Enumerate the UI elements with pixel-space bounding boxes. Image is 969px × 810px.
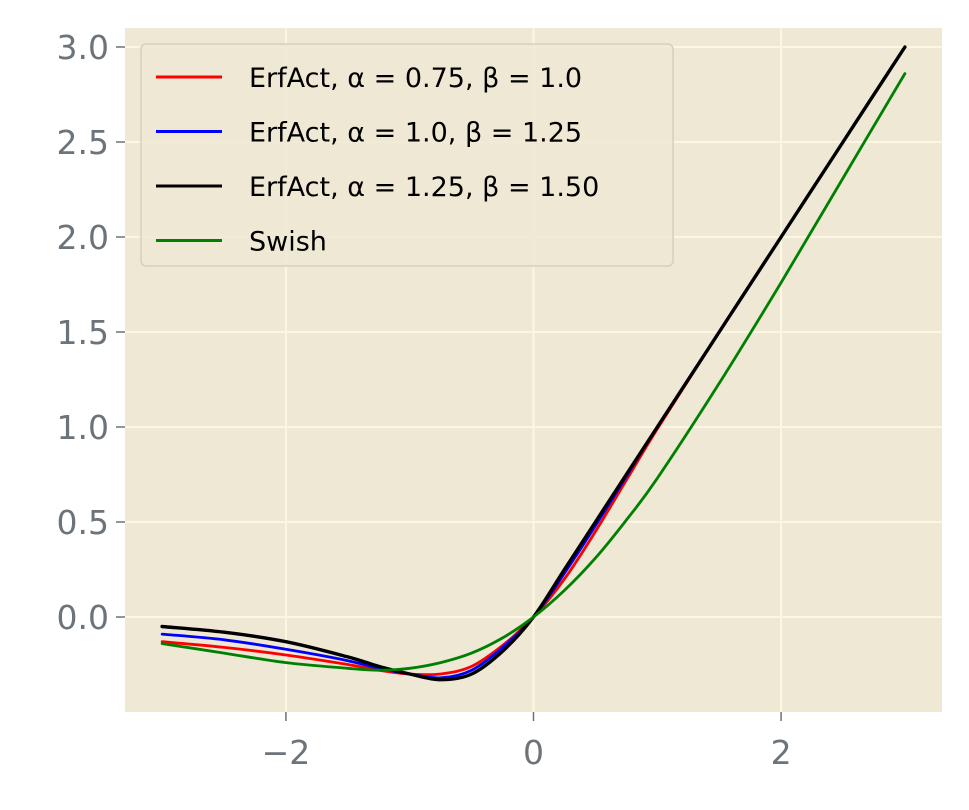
x-tick-label: −2 (262, 733, 311, 772)
legend-box (140, 43, 674, 267)
axis-tick-labels: 0.0 0.5 1.0 1.5 2.0 2.5 3.0 −2 0 2 (57, 28, 792, 772)
legend: ErfAct, α = 0.75, β = 1.0 ErfAct, α = 1.0… (140, 43, 674, 267)
y-tick-label: 2.0 (57, 218, 109, 257)
y-tick-label: 0.0 (57, 598, 109, 637)
x-tick-label: 0 (523, 733, 544, 772)
legend-label-2: ErfAct, α = 1.0, β = 1.25 (249, 118, 582, 149)
y-tick-label: 1.0 (57, 408, 109, 447)
y-tick-label: 0.5 (57, 503, 109, 542)
x-tick-label: 2 (771, 733, 792, 772)
legend-label-3: ErfAct, α = 1.25, β = 1.50 (249, 172, 599, 203)
y-tick-label: 2.5 (57, 123, 109, 162)
y-tick-label: 3.0 (57, 28, 109, 67)
legend-label-1: ErfAct, α = 0.75, β = 1.0 (249, 63, 582, 94)
y-tick-label: 1.5 (57, 313, 109, 352)
series-line-4 (160, 72, 907, 672)
legend-label-4: Swish (249, 227, 327, 258)
series-lines (160, 45, 907, 682)
